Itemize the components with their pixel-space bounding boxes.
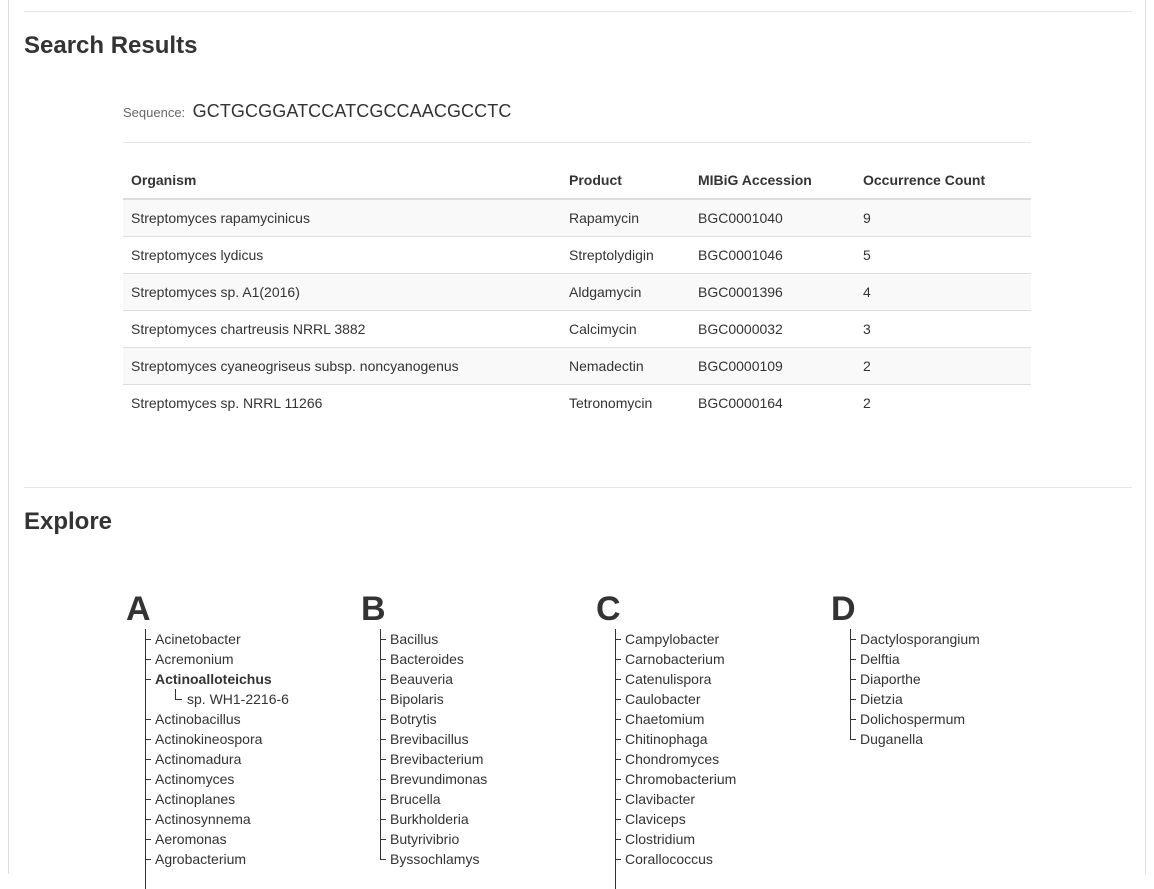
genus-item[interactable]: Aeromonas (144, 829, 289, 849)
letter-group-a: A Acinetobacter Acremonium Actinoallotei… (124, 589, 289, 889)
genus-item[interactable]: Brevibacterium (379, 749, 487, 769)
table-row[interactable]: Streptomyces cyaneogriseus subsp. noncya… (123, 346, 1031, 384)
product-cell: Rapamycin (561, 199, 690, 236)
accession-cell: BGC0001040 (690, 199, 855, 236)
genus-item[interactable]: Beauveria (379, 669, 487, 689)
genus-item[interactable]: Actinomyces (144, 769, 289, 789)
genus-item[interactable]: Chromobacterium (614, 769, 736, 789)
explore-divider (24, 487, 1132, 488)
genus-item[interactable]: Corallococcus (614, 849, 736, 869)
count-cell: 2 (855, 383, 1031, 421)
genus-item[interactable]: Butyrivibrio (379, 829, 487, 849)
genus-item[interactable]: Bacteroides (379, 649, 487, 669)
genus-item[interactable]: Byssochlamys (379, 849, 487, 869)
organism-cell: Streptomyces lydicus (123, 235, 561, 273)
top-divider (24, 11, 1132, 12)
genus-item[interactable]: Actinosynnema (144, 809, 289, 829)
organism-cell: Streptomyces rapamycinicus (123, 199, 561, 236)
genus-item[interactable]: Chaetomium (614, 709, 736, 729)
genus-item[interactable]: Agrobacterium (144, 849, 289, 869)
species-item[interactable]: sp. WH1-2216-6 (144, 689, 289, 709)
genus-list-a: Acinetobacter Acremonium Actinoalloteich… (124, 629, 289, 889)
count-cell: 9 (855, 199, 1031, 236)
product-cell: Calcimycin (561, 309, 690, 347)
sequence-label: Sequence: (123, 105, 186, 120)
organism-cell: Streptomyces chartreusis NRRL 3882 (123, 309, 561, 347)
letter-heading-b: B (361, 590, 386, 628)
genus-item[interactable]: Actinomadura (144, 749, 289, 769)
genus-item[interactable]: Acinetobacter (144, 629, 289, 649)
genus-item[interactable]: Claviceps (614, 809, 736, 829)
organism-cell: Streptomyces cyaneogriseus subsp. noncya… (123, 346, 561, 384)
product-cell: Streptolydigin (561, 235, 690, 273)
count-cell: 2 (855, 346, 1031, 384)
genus-item[interactable]: Chondromyces (614, 749, 736, 769)
organism-cell: Streptomyces sp. A1(2016) (123, 272, 561, 310)
letter-group-c: C Campylobacter Carnobacterium Catenulis… (594, 589, 736, 889)
genus-item[interactable]: Dactylosporangium (849, 629, 980, 649)
table-row[interactable]: Streptomyces rapamycinicus Rapamycin BGC… (123, 199, 1031, 236)
genus-item[interactable]: Dolichospermum (849, 709, 980, 729)
genus-item[interactable]: Burkholderia (379, 809, 487, 829)
genus-item[interactable]: Delftia (849, 649, 980, 669)
count-cell: 5 (855, 235, 1031, 273)
genus-item[interactable]: Clavibacter (614, 789, 736, 809)
sequence-line: Sequence: GCTGCGGATCCATCGCCAACGCCTC (123, 101, 511, 122)
genus-item[interactable]: Campylobacter (614, 629, 736, 649)
accession-cell: BGC0000032 (690, 309, 855, 347)
genus-item[interactable]: Acremonium (144, 649, 289, 669)
letter-heading-c: C (596, 590, 621, 628)
count-cell: 4 (855, 272, 1031, 310)
genus-list-b: Bacillus Bacteroides Beauveria Bipolaris… (359, 629, 487, 869)
accession-cell: BGC0001046 (690, 235, 855, 273)
genus-item[interactable]: Botrytis (379, 709, 487, 729)
genus-item[interactable]: Brucella (379, 789, 487, 809)
results-table: Organism Product MIBiG Accession Occurre… (123, 162, 1031, 421)
genus-list-c: Campylobacter Carnobacterium Catenulispo… (594, 629, 736, 889)
sequence-divider (123, 142, 1031, 143)
table-row[interactable]: Streptomyces sp. A1(2016) Aldgamycin BGC… (123, 272, 1031, 310)
column-header-product: Product (561, 162, 690, 200)
page-container (8, 0, 1146, 874)
accession-cell: BGC0001396 (690, 272, 855, 310)
accession-cell: BGC0000164 (690, 383, 855, 421)
genus-item[interactable]: Caulobacter (614, 689, 736, 709)
genus-item[interactable]: Clostridium (614, 829, 736, 849)
column-header-accession: MIBiG Accession (690, 162, 855, 200)
accession-cell: BGC0000109 (690, 346, 855, 384)
count-cell: 3 (855, 309, 1031, 347)
product-cell: Aldgamycin (561, 272, 690, 310)
genus-item[interactable]: Actinokineospora (144, 729, 289, 749)
table-row[interactable]: Streptomyces lydicus Streptolydigin BGC0… (123, 235, 1031, 273)
column-header-count: Occurrence Count (855, 162, 1031, 200)
letter-heading-a: A (126, 590, 151, 628)
genus-item[interactable]: Bacillus (379, 629, 487, 649)
genus-item[interactable]: Diaporthe (849, 669, 980, 689)
column-header-organism: Organism (123, 162, 561, 200)
genus-item[interactable]: Actinoplanes (144, 789, 289, 809)
genus-item[interactable]: Brevibacillus (379, 729, 487, 749)
letter-group-d: D Dactylosporangium Delftia Diaporthe Di… (829, 589, 980, 749)
sequence-value: GCTGCGGATCCATCGCCAACGCCTC (192, 101, 512, 121)
table-header-row: Organism Product MIBiG Accession Occurre… (123, 162, 1031, 200)
organism-cell: Streptomyces sp. NRRL 11266 (123, 383, 561, 421)
genus-item[interactable]: Carnobacterium (614, 649, 736, 669)
genus-item[interactable]: Chitinophaga (614, 729, 736, 749)
genus-item[interactable]: Dietzia (849, 689, 980, 709)
genus-item[interactable]: Duganella (849, 729, 980, 749)
explore-heading: Explore (24, 508, 113, 535)
genus-item[interactable]: Bipolaris (379, 689, 487, 709)
genus-item-expanded[interactable]: Actinoalloteichus (144, 669, 289, 689)
product-cell: Nemadectin (561, 346, 690, 384)
genus-item[interactable]: Catenulispora (614, 669, 736, 689)
table-row[interactable]: Streptomyces chartreusis NRRL 3882 Calci… (123, 309, 1031, 347)
genus-item[interactable]: Actinobacillus (144, 709, 289, 729)
product-cell: Tetronomycin (561, 383, 690, 421)
table-row[interactable]: Streptomyces sp. NRRL 11266 Tetronomycin… (123, 383, 1031, 421)
genus-list-d: Dactylosporangium Delftia Diaporthe Diet… (829, 629, 980, 749)
letter-heading-d: D (831, 590, 856, 628)
letter-group-b: B Bacillus Bacteroides Beauveria Bipolar… (359, 589, 487, 869)
search-results-heading: Search Results (24, 32, 198, 59)
genus-item[interactable]: Brevundimonas (379, 769, 487, 789)
